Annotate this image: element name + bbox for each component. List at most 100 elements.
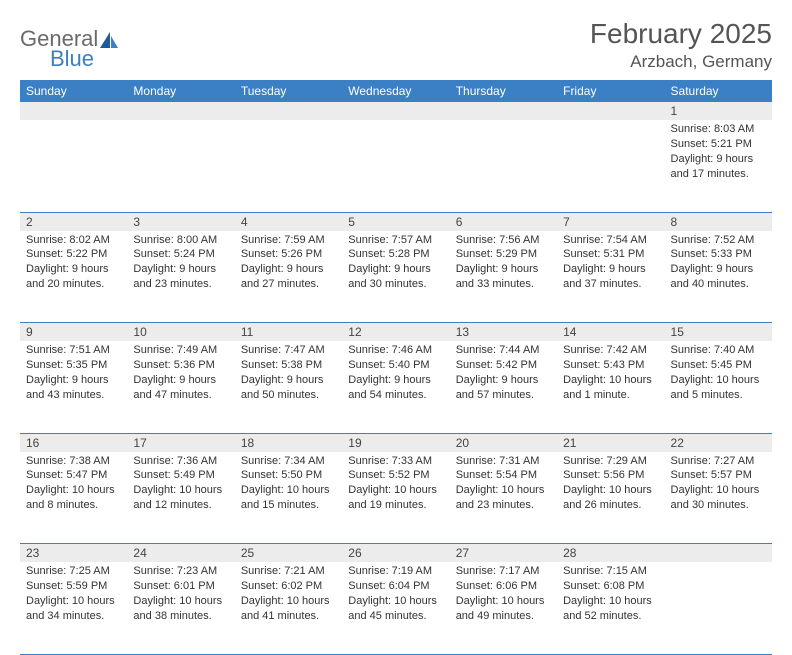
- day-number-cell: 10: [127, 323, 234, 342]
- day-number-cell: [342, 102, 449, 120]
- weekday-header: Friday: [557, 80, 664, 102]
- day-details: Sunrise: 7:52 AMSunset: 5:33 PMDaylight:…: [671, 231, 766, 292]
- day-number-cell: 17: [127, 433, 234, 452]
- day-content-cell: Sunrise: 7:38 AMSunset: 5:47 PMDaylight:…: [20, 452, 127, 544]
- day-details: Sunrise: 7:46 AMSunset: 5:40 PMDaylight:…: [348, 341, 443, 402]
- day-content-cell: Sunrise: 7:47 AMSunset: 5:38 PMDaylight:…: [235, 341, 342, 433]
- day-number-row: 2345678: [20, 212, 772, 231]
- day-number-cell: 14: [557, 323, 664, 342]
- header: GeneralBlue February 2025 Arzbach, Germa…: [20, 18, 772, 72]
- day-details: Sunrise: 7:21 AMSunset: 6:02 PMDaylight:…: [241, 562, 336, 623]
- day-number-row: 232425262728: [20, 544, 772, 563]
- day-content-cell: Sunrise: 7:25 AMSunset: 5:59 PMDaylight:…: [20, 562, 127, 654]
- day-details: Sunrise: 8:02 AMSunset: 5:22 PMDaylight:…: [26, 231, 121, 292]
- calendar-table: SundayMondayTuesdayWednesdayThursdayFrid…: [20, 80, 772, 655]
- day-content-cell: [450, 120, 557, 212]
- day-number-cell: 23: [20, 544, 127, 563]
- day-number-cell: 7: [557, 212, 664, 231]
- day-details: Sunrise: 7:38 AMSunset: 5:47 PMDaylight:…: [26, 452, 121, 513]
- day-number-cell: 18: [235, 433, 342, 452]
- day-number-cell: 15: [665, 323, 772, 342]
- day-number-cell: 16: [20, 433, 127, 452]
- day-content-cell: Sunrise: 7:44 AMSunset: 5:42 PMDaylight:…: [450, 341, 557, 433]
- day-details: Sunrise: 7:36 AMSunset: 5:49 PMDaylight:…: [133, 452, 228, 513]
- day-content-cell: Sunrise: 7:57 AMSunset: 5:28 PMDaylight:…: [342, 231, 449, 323]
- weekday-header: Thursday: [450, 80, 557, 102]
- day-content-row: Sunrise: 8:03 AMSunset: 5:21 PMDaylight:…: [20, 120, 772, 212]
- day-details: Sunrise: 7:44 AMSunset: 5:42 PMDaylight:…: [456, 341, 551, 402]
- day-details: Sunrise: 7:34 AMSunset: 5:50 PMDaylight:…: [241, 452, 336, 513]
- day-number-cell: [20, 102, 127, 120]
- day-details: Sunrise: 7:47 AMSunset: 5:38 PMDaylight:…: [241, 341, 336, 402]
- day-details: Sunrise: 7:51 AMSunset: 5:35 PMDaylight:…: [26, 341, 121, 402]
- weekday-header: Saturday: [665, 80, 772, 102]
- day-content-cell: [235, 120, 342, 212]
- day-details: Sunrise: 7:42 AMSunset: 5:43 PMDaylight:…: [563, 341, 658, 402]
- day-content-cell: Sunrise: 7:33 AMSunset: 5:52 PMDaylight:…: [342, 452, 449, 544]
- day-content-cell: Sunrise: 8:03 AMSunset: 5:21 PMDaylight:…: [665, 120, 772, 212]
- day-content-cell: [127, 120, 234, 212]
- day-number-cell: 21: [557, 433, 664, 452]
- weekday-header-row: SundayMondayTuesdayWednesdayThursdayFrid…: [20, 80, 772, 102]
- day-number-cell: [127, 102, 234, 120]
- day-number-cell: 25: [235, 544, 342, 563]
- logo-text-blue: Blue: [50, 46, 118, 72]
- day-content-row: Sunrise: 8:02 AMSunset: 5:22 PMDaylight:…: [20, 231, 772, 323]
- day-details: Sunrise: 7:25 AMSunset: 5:59 PMDaylight:…: [26, 562, 121, 623]
- day-details: Sunrise: 7:27 AMSunset: 5:57 PMDaylight:…: [671, 452, 766, 513]
- day-number-row: 1: [20, 102, 772, 120]
- day-number-cell: [557, 102, 664, 120]
- day-details: Sunrise: 7:31 AMSunset: 5:54 PMDaylight:…: [456, 452, 551, 513]
- title-block: February 2025 Arzbach, Germany: [590, 18, 772, 72]
- day-number-cell: [665, 544, 772, 563]
- day-content-cell: Sunrise: 7:56 AMSunset: 5:29 PMDaylight:…: [450, 231, 557, 323]
- day-details: Sunrise: 7:49 AMSunset: 5:36 PMDaylight:…: [133, 341, 228, 402]
- day-content-cell: Sunrise: 7:15 AMSunset: 6:08 PMDaylight:…: [557, 562, 664, 654]
- logo: GeneralBlue: [20, 18, 118, 72]
- day-content-cell: Sunrise: 7:52 AMSunset: 5:33 PMDaylight:…: [665, 231, 772, 323]
- day-number-cell: 5: [342, 212, 449, 231]
- day-number-cell: 1: [665, 102, 772, 120]
- day-content-row: Sunrise: 7:51 AMSunset: 5:35 PMDaylight:…: [20, 341, 772, 433]
- day-details: Sunrise: 8:03 AMSunset: 5:21 PMDaylight:…: [671, 120, 766, 181]
- day-number-cell: 2: [20, 212, 127, 231]
- day-details: Sunrise: 7:56 AMSunset: 5:29 PMDaylight:…: [456, 231, 551, 292]
- day-details: Sunrise: 8:00 AMSunset: 5:24 PMDaylight:…: [133, 231, 228, 292]
- day-number-cell: 4: [235, 212, 342, 231]
- day-number-cell: 24: [127, 544, 234, 563]
- day-content-cell: Sunrise: 7:49 AMSunset: 5:36 PMDaylight:…: [127, 341, 234, 433]
- day-content-cell: Sunrise: 7:46 AMSunset: 5:40 PMDaylight:…: [342, 341, 449, 433]
- day-content-cell: Sunrise: 7:21 AMSunset: 6:02 PMDaylight:…: [235, 562, 342, 654]
- day-content-row: Sunrise: 7:38 AMSunset: 5:47 PMDaylight:…: [20, 452, 772, 544]
- day-content-cell: Sunrise: 8:02 AMSunset: 5:22 PMDaylight:…: [20, 231, 127, 323]
- day-number-row: 16171819202122: [20, 433, 772, 452]
- day-number-cell: 19: [342, 433, 449, 452]
- day-content-cell: Sunrise: 7:31 AMSunset: 5:54 PMDaylight:…: [450, 452, 557, 544]
- day-number-cell: 12: [342, 323, 449, 342]
- day-number-cell: 8: [665, 212, 772, 231]
- day-number-cell: 28: [557, 544, 664, 563]
- day-content-cell: Sunrise: 7:51 AMSunset: 5:35 PMDaylight:…: [20, 341, 127, 433]
- day-content-cell: Sunrise: 7:59 AMSunset: 5:26 PMDaylight:…: [235, 231, 342, 323]
- day-number-cell: 6: [450, 212, 557, 231]
- day-content-cell: [665, 562, 772, 654]
- day-content-cell: Sunrise: 7:40 AMSunset: 5:45 PMDaylight:…: [665, 341, 772, 433]
- day-number-cell: [450, 102, 557, 120]
- day-details: Sunrise: 7:29 AMSunset: 5:56 PMDaylight:…: [563, 452, 658, 513]
- day-number-cell: 22: [665, 433, 772, 452]
- weekday-header: Monday: [127, 80, 234, 102]
- day-content-cell: [342, 120, 449, 212]
- day-content-cell: [557, 120, 664, 212]
- day-details: Sunrise: 7:19 AMSunset: 6:04 PMDaylight:…: [348, 562, 443, 623]
- weekday-header: Sunday: [20, 80, 127, 102]
- day-content-cell: Sunrise: 8:00 AMSunset: 5:24 PMDaylight:…: [127, 231, 234, 323]
- day-number-cell: 26: [342, 544, 449, 563]
- day-details: Sunrise: 7:33 AMSunset: 5:52 PMDaylight:…: [348, 452, 443, 513]
- sail-icon: [100, 32, 118, 48]
- day-number-cell: 11: [235, 323, 342, 342]
- weekday-header: Wednesday: [342, 80, 449, 102]
- day-number-cell: [235, 102, 342, 120]
- day-number-cell: 13: [450, 323, 557, 342]
- day-details: Sunrise: 7:57 AMSunset: 5:28 PMDaylight:…: [348, 231, 443, 292]
- day-content-cell: Sunrise: 7:54 AMSunset: 5:31 PMDaylight:…: [557, 231, 664, 323]
